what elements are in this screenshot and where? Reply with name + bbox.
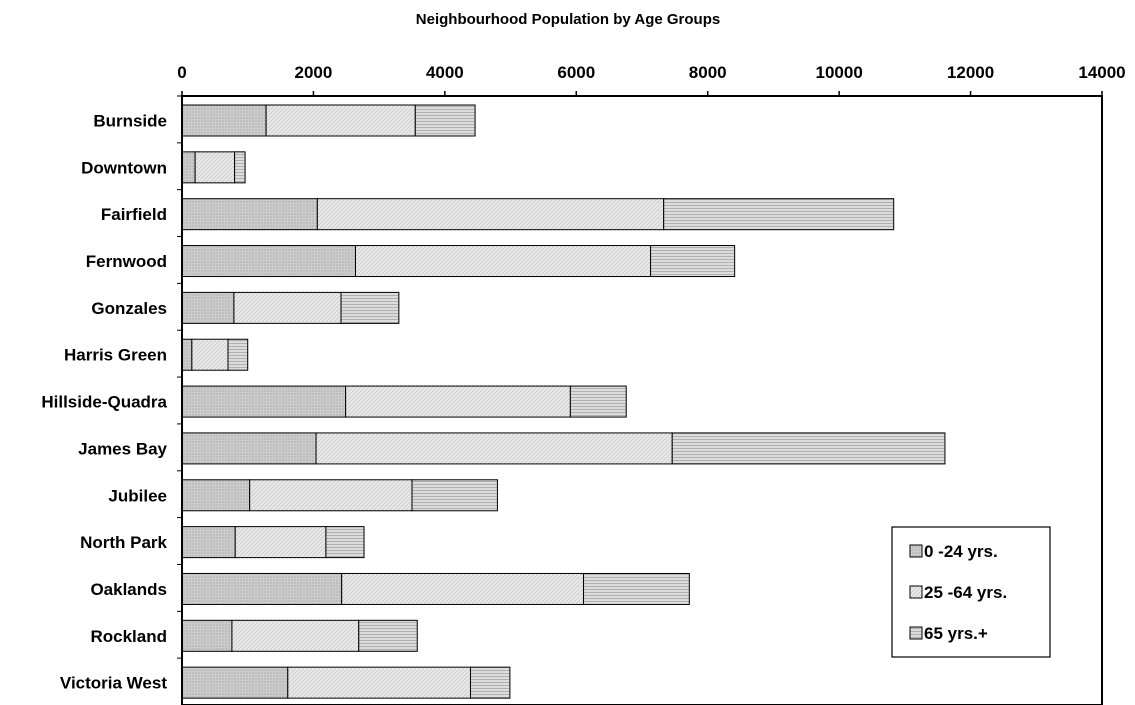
category-label: Victoria West xyxy=(60,674,167,693)
bar-segment xyxy=(469,666,511,699)
bar-segment xyxy=(287,666,471,699)
bar-segment xyxy=(227,338,249,371)
category-label: Oaklands xyxy=(90,580,167,599)
bar-segment xyxy=(181,385,347,418)
bar-segment xyxy=(181,666,289,699)
bar-segment xyxy=(316,198,665,231)
category-label: Downtown xyxy=(81,158,167,177)
category-label: Rockland xyxy=(90,627,167,646)
bar-segment xyxy=(191,338,229,371)
bar-segment xyxy=(315,432,673,465)
bar-segment xyxy=(411,479,498,512)
bar-segment xyxy=(181,245,356,278)
plot-area: Burnside Downtown Fairfield Fernwood Gonzale… xyxy=(41,95,946,699)
bar-segment xyxy=(194,151,236,184)
bar-segment xyxy=(650,245,736,278)
bar-segment xyxy=(583,572,690,605)
legend-label: 25 -64 yrs. xyxy=(924,583,1007,602)
bar-segment xyxy=(181,291,235,324)
legend-swatch xyxy=(909,626,923,640)
bar-segment xyxy=(181,432,317,465)
bar-segment xyxy=(181,198,318,231)
bar-segment xyxy=(233,291,342,324)
bar-segment xyxy=(671,432,946,465)
bar-segment xyxy=(325,526,365,559)
bar-segment xyxy=(181,338,193,371)
bar-segment xyxy=(663,198,895,231)
chart-title: Neighbourhood Population by Age Groups xyxy=(416,11,720,28)
bar-segment xyxy=(414,104,476,137)
bar-segment xyxy=(340,291,400,324)
x-axis: 0 2000 4000 6000 8000 10000 12000 14000 xyxy=(177,63,1126,96)
x-tick-label: 14000 xyxy=(1078,63,1125,82)
category-label: Hillside-Quadra xyxy=(41,393,167,412)
bar-segment xyxy=(181,104,267,137)
bar-segment xyxy=(354,245,652,278)
x-tick-label: 6000 xyxy=(557,63,595,82)
bar-segment xyxy=(181,479,251,512)
x-tick-label: 12000 xyxy=(947,63,994,82)
category-label: Burnside xyxy=(93,112,167,131)
x-tick-label: 2000 xyxy=(295,63,333,82)
category-label: Gonzales xyxy=(91,299,167,318)
bar-segment xyxy=(181,619,233,652)
plot-frame xyxy=(181,95,1103,705)
category-label: Jubilee xyxy=(108,486,167,505)
category-label: Harris Green xyxy=(64,346,167,365)
bar-segment xyxy=(234,526,327,559)
x-tick-label: 8000 xyxy=(689,63,727,82)
bar-segment xyxy=(265,104,416,137)
bar-segment xyxy=(231,619,360,652)
x-tick-label: 0 xyxy=(177,63,186,82)
bar-segment xyxy=(181,151,196,184)
bar-segment xyxy=(569,385,627,418)
bar-segment xyxy=(181,526,236,559)
category-label: Fairfield xyxy=(101,205,167,224)
x-tick-label: 4000 xyxy=(426,63,464,82)
x-tick-label: 10000 xyxy=(816,63,863,82)
bar-segment xyxy=(341,572,585,605)
bar-segment xyxy=(345,385,571,418)
legend-swatch xyxy=(909,585,923,599)
category-label: James Bay xyxy=(78,439,167,458)
bar-segment xyxy=(234,151,246,184)
bar-segment xyxy=(358,619,418,652)
legend-label: 65 yrs.+ xyxy=(924,624,988,643)
category-label: Fernwood xyxy=(86,252,167,271)
legend-label: 0 -24 yrs. xyxy=(924,542,998,561)
legend: 0 -24 yrs. 25 -64 yrs. 65 yrs.+ xyxy=(891,526,1051,658)
legend-swatch xyxy=(909,544,923,558)
bar-segment xyxy=(249,479,413,512)
bar-segment xyxy=(181,572,343,605)
category-label: North Park xyxy=(80,533,167,552)
